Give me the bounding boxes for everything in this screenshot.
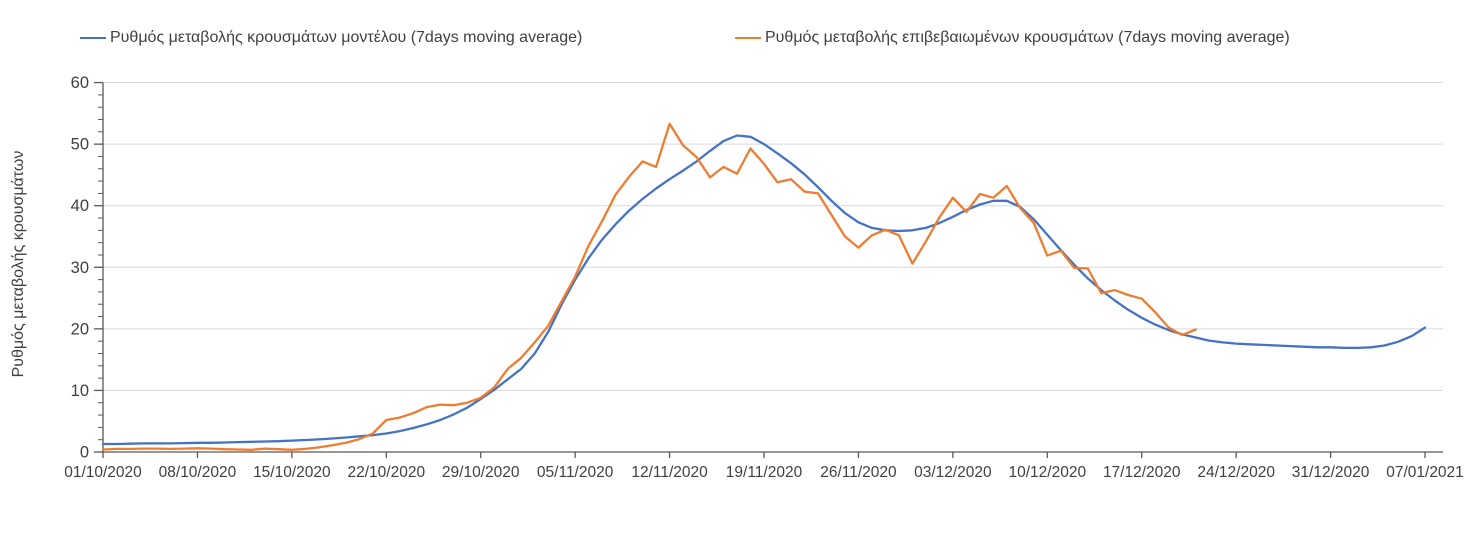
y-tick-label: 60 (71, 74, 89, 92)
x-tick-label: 26/11/2020 (820, 464, 897, 481)
legend-item-confirmed: Ρυθμός μεταβολής επιβεβαιωμένων κρουσμάτ… (735, 26, 1290, 50)
x-tick-label: 22/10/2020 (348, 464, 426, 481)
x-tick-label: 17/12/2020 (1103, 464, 1181, 481)
chart-legend: Ρυθμός μεταβολής κρουσμάτων μοντέλου (7d… (0, 26, 1473, 50)
legend-item-model: Ρυθμός μεταβολής κρουσμάτων μοντέλου (7d… (80, 26, 582, 50)
x-tick-label: 07/01/2021 (1386, 464, 1464, 481)
x-tick-label: 03/12/2020 (914, 464, 992, 481)
y-tick-label: 50 (71, 136, 89, 154)
model-series-line (101, 134, 1427, 446)
legend-label-confirmed: Ρυθμός μεταβολής επιβεβαιωμένων κρουσμάτ… (765, 29, 1290, 46)
x-tick-label: 31/12/2020 (1292, 464, 1370, 481)
model-line-swatch-icon (80, 37, 106, 39)
y-tick-label: 40 (71, 197, 89, 215)
legend-label-model: Ρυθμός μεταβολής κρουσμάτων μοντέλου (7d… (110, 29, 583, 46)
y-tick-label: 0 (80, 444, 89, 462)
x-tick-label: 10/12/2020 (1009, 464, 1087, 481)
x-tick-label: 12/11/2020 (631, 464, 708, 481)
confirmed-series-line (101, 122, 1197, 451)
y-tick-label: 10 (71, 382, 89, 400)
x-tick-label: 15/10/2020 (253, 464, 331, 481)
x-tick-label: 24/12/2020 (1197, 464, 1275, 481)
y-tick-label: 20 (71, 320, 89, 338)
confirmed-line-swatch-icon (735, 37, 761, 39)
x-tick-label: 05/11/2020 (537, 464, 614, 481)
x-tick-label: 29/10/2020 (442, 464, 520, 481)
y-axis-title: Ρυθμός μεταβολής κρουσμάτων (10, 150, 27, 378)
x-tick-label: 19/11/2020 (726, 464, 803, 481)
x-tick-label: 01/10/2020 (64, 464, 142, 481)
y-tick-label: 30 (71, 259, 89, 277)
x-tick-label: 08/10/2020 (159, 464, 237, 481)
